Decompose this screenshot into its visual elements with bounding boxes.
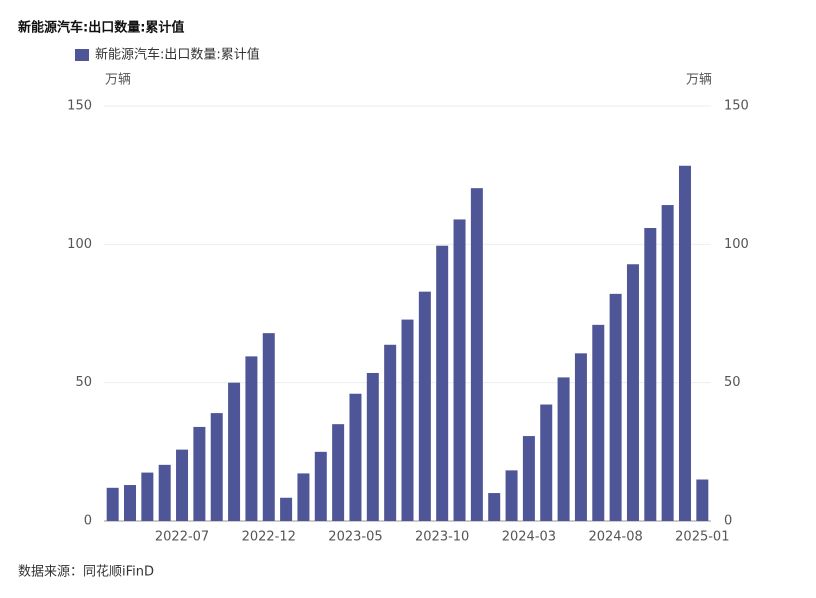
- legend-swatch: [75, 49, 89, 61]
- y-tick-label: 150: [67, 99, 92, 114]
- bar: [540, 404, 553, 521]
- y2-tick-label: 0: [724, 514, 732, 529]
- y-tick-label: 0: [84, 514, 92, 529]
- bar: [505, 470, 518, 521]
- bar: [401, 319, 414, 521]
- bar: [176, 449, 189, 521]
- bar: [245, 356, 258, 521]
- bar: [418, 291, 431, 521]
- bar: [488, 493, 501, 521]
- bar: [332, 424, 345, 521]
- bar: [297, 473, 310, 521]
- bar: [158, 464, 171, 521]
- bar: [228, 382, 241, 521]
- y-unit: 万辆: [105, 73, 131, 88]
- bar: [453, 219, 466, 521]
- bar: [124, 485, 137, 521]
- bar: [644, 228, 657, 521]
- bar: [384, 344, 397, 521]
- legend-label: 新能源汽车:出口数量:累计值: [95, 47, 260, 63]
- bar: [609, 293, 622, 521]
- bar: [557, 377, 570, 521]
- x-tick-label: 2022-12: [242, 530, 296, 545]
- bar: [574, 353, 587, 521]
- x-tick-label: 2022-07: [155, 530, 209, 545]
- y-tick-label: 100: [67, 237, 92, 252]
- x-tick-label: 2023-05: [328, 530, 382, 545]
- chart-title: 新能源汽车:出口数量:累计值: [18, 20, 184, 36]
- bar: [592, 324, 605, 521]
- bar: [262, 333, 275, 521]
- x-tick-label: 2025-01: [675, 530, 729, 545]
- y2-tick-label: 50: [724, 375, 741, 390]
- x-tick-label: 2024-08: [588, 530, 642, 545]
- bar: [626, 264, 639, 521]
- bar: [696, 479, 709, 521]
- bar: [366, 372, 379, 521]
- y2-tick-label: 100: [724, 237, 749, 252]
- bar: [522, 436, 535, 521]
- source: 数据来源：同花顺iFinD: [18, 564, 154, 580]
- bar: [678, 165, 691, 521]
- bar: [106, 487, 119, 521]
- bar: [349, 393, 362, 521]
- y2-tick-label: 150: [724, 99, 749, 114]
- bar: [193, 426, 206, 521]
- bar: [661, 205, 674, 521]
- bar: [436, 245, 449, 521]
- bar: [210, 413, 223, 521]
- bar: [314, 451, 327, 521]
- bar: [470, 188, 483, 522]
- y-tick-label: 50: [75, 375, 92, 390]
- bar: [141, 472, 154, 521]
- y2-unit: 万辆: [686, 73, 712, 88]
- x-tick-label: 2024-03: [502, 530, 556, 545]
- x-tick-label: 2023-10: [415, 530, 469, 545]
- bar: [280, 497, 293, 521]
